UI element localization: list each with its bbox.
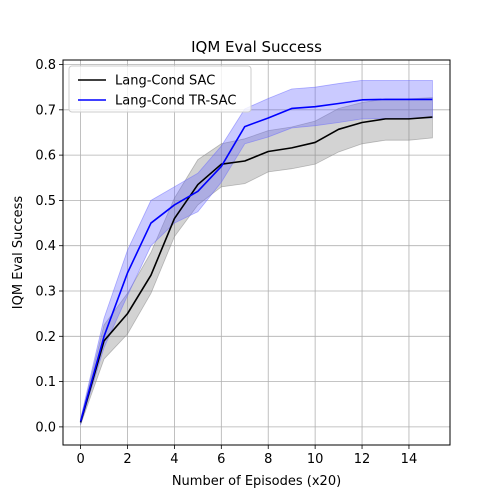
legend: Lang-Cond SAC Lang-Cond TR-SAC [68,65,252,113]
x-tick-label: 4 [170,452,178,467]
y-axis-label: IQM Eval Success [11,196,26,310]
legend-label-2: Lang-Cond TR-SAC [115,94,236,109]
y-tick-label: 0.3 [35,285,56,300]
x-tick-label: 0 [76,452,84,467]
x-tick-label: 6 [217,452,225,467]
legend-box [68,65,252,113]
axis-ticks: 0 2 4 6 8 10 12 14 0.0 0.1 0.2 0.3 0.4 0.5 0.6 0.7 0.8 [35,58,417,467]
plot-frame [62,59,451,446]
x-tick-label: 12 [354,452,371,467]
x-tick-label: 10 [307,452,324,467]
confidence-bands [80,79,433,425]
y-tick-label: 0.4 [35,239,56,254]
band-series-2 [80,79,433,425]
series-lines [79,98,433,423]
y-tick-label: 0.7 [35,103,56,118]
legend-label-1: Lang-Cond SAC [115,74,215,89]
x-tick-label: 14 [401,452,418,467]
y-tick-label: 0.2 [35,330,56,345]
y-tick-label: 0.8 [35,58,56,73]
band-series-1 [80,97,433,425]
line-series-2 [79,98,433,422]
x-tick-label: 8 [264,452,272,467]
x-tick-label: 2 [123,452,131,467]
line-series-1 [79,116,433,423]
x-axis-label: Number of Episodes (x20) [172,474,341,489]
grid [63,60,450,445]
y-tick-label: 0.0 [35,420,56,435]
y-tick-label: 0.5 [35,194,56,209]
chart-title: IQM Eval Success [191,38,322,56]
y-tick-label: 0.6 [35,149,56,164]
y-tick-label: 0.1 [35,375,56,390]
